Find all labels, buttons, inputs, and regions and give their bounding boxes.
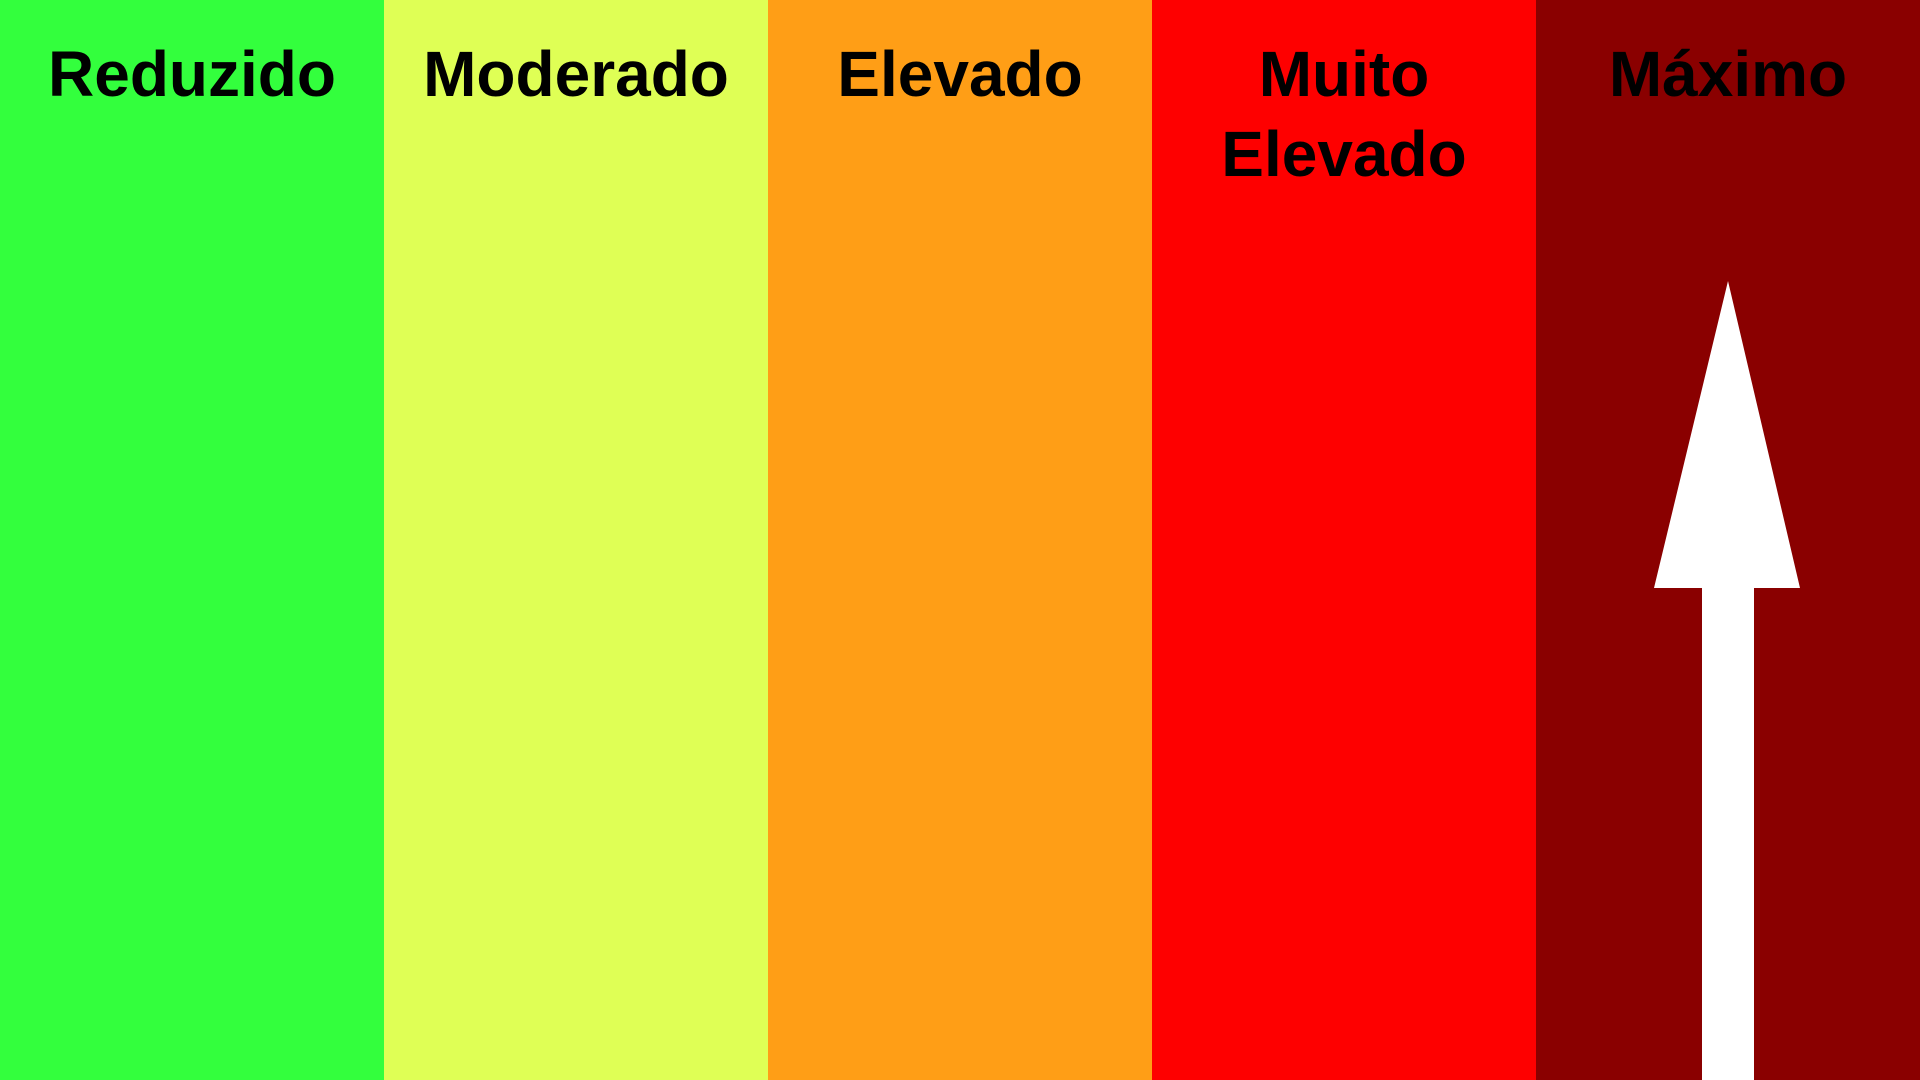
risk-band-label: Elevado bbox=[837, 38, 1083, 110]
up-arrow-shape bbox=[1654, 281, 1800, 1080]
risk-band-maximo: Máximo bbox=[1536, 0, 1920, 1080]
risk-band-label: Máximo bbox=[1608, 38, 1848, 110]
risk-band-muito-elevado: Muito Elevado bbox=[1152, 0, 1536, 1080]
risk-band-label: Reduzido bbox=[48, 38, 336, 110]
up-arrow-icon bbox=[1654, 281, 1800, 1080]
risk-band-reduzido: Reduzido bbox=[0, 0, 384, 1080]
risk-band-label: Muito Elevado bbox=[1221, 38, 1467, 190]
risk-band-moderado: Moderado bbox=[384, 0, 768, 1080]
risk-band-label: Moderado bbox=[423, 38, 729, 110]
risk-band-elevado: Elevado bbox=[768, 0, 1152, 1080]
